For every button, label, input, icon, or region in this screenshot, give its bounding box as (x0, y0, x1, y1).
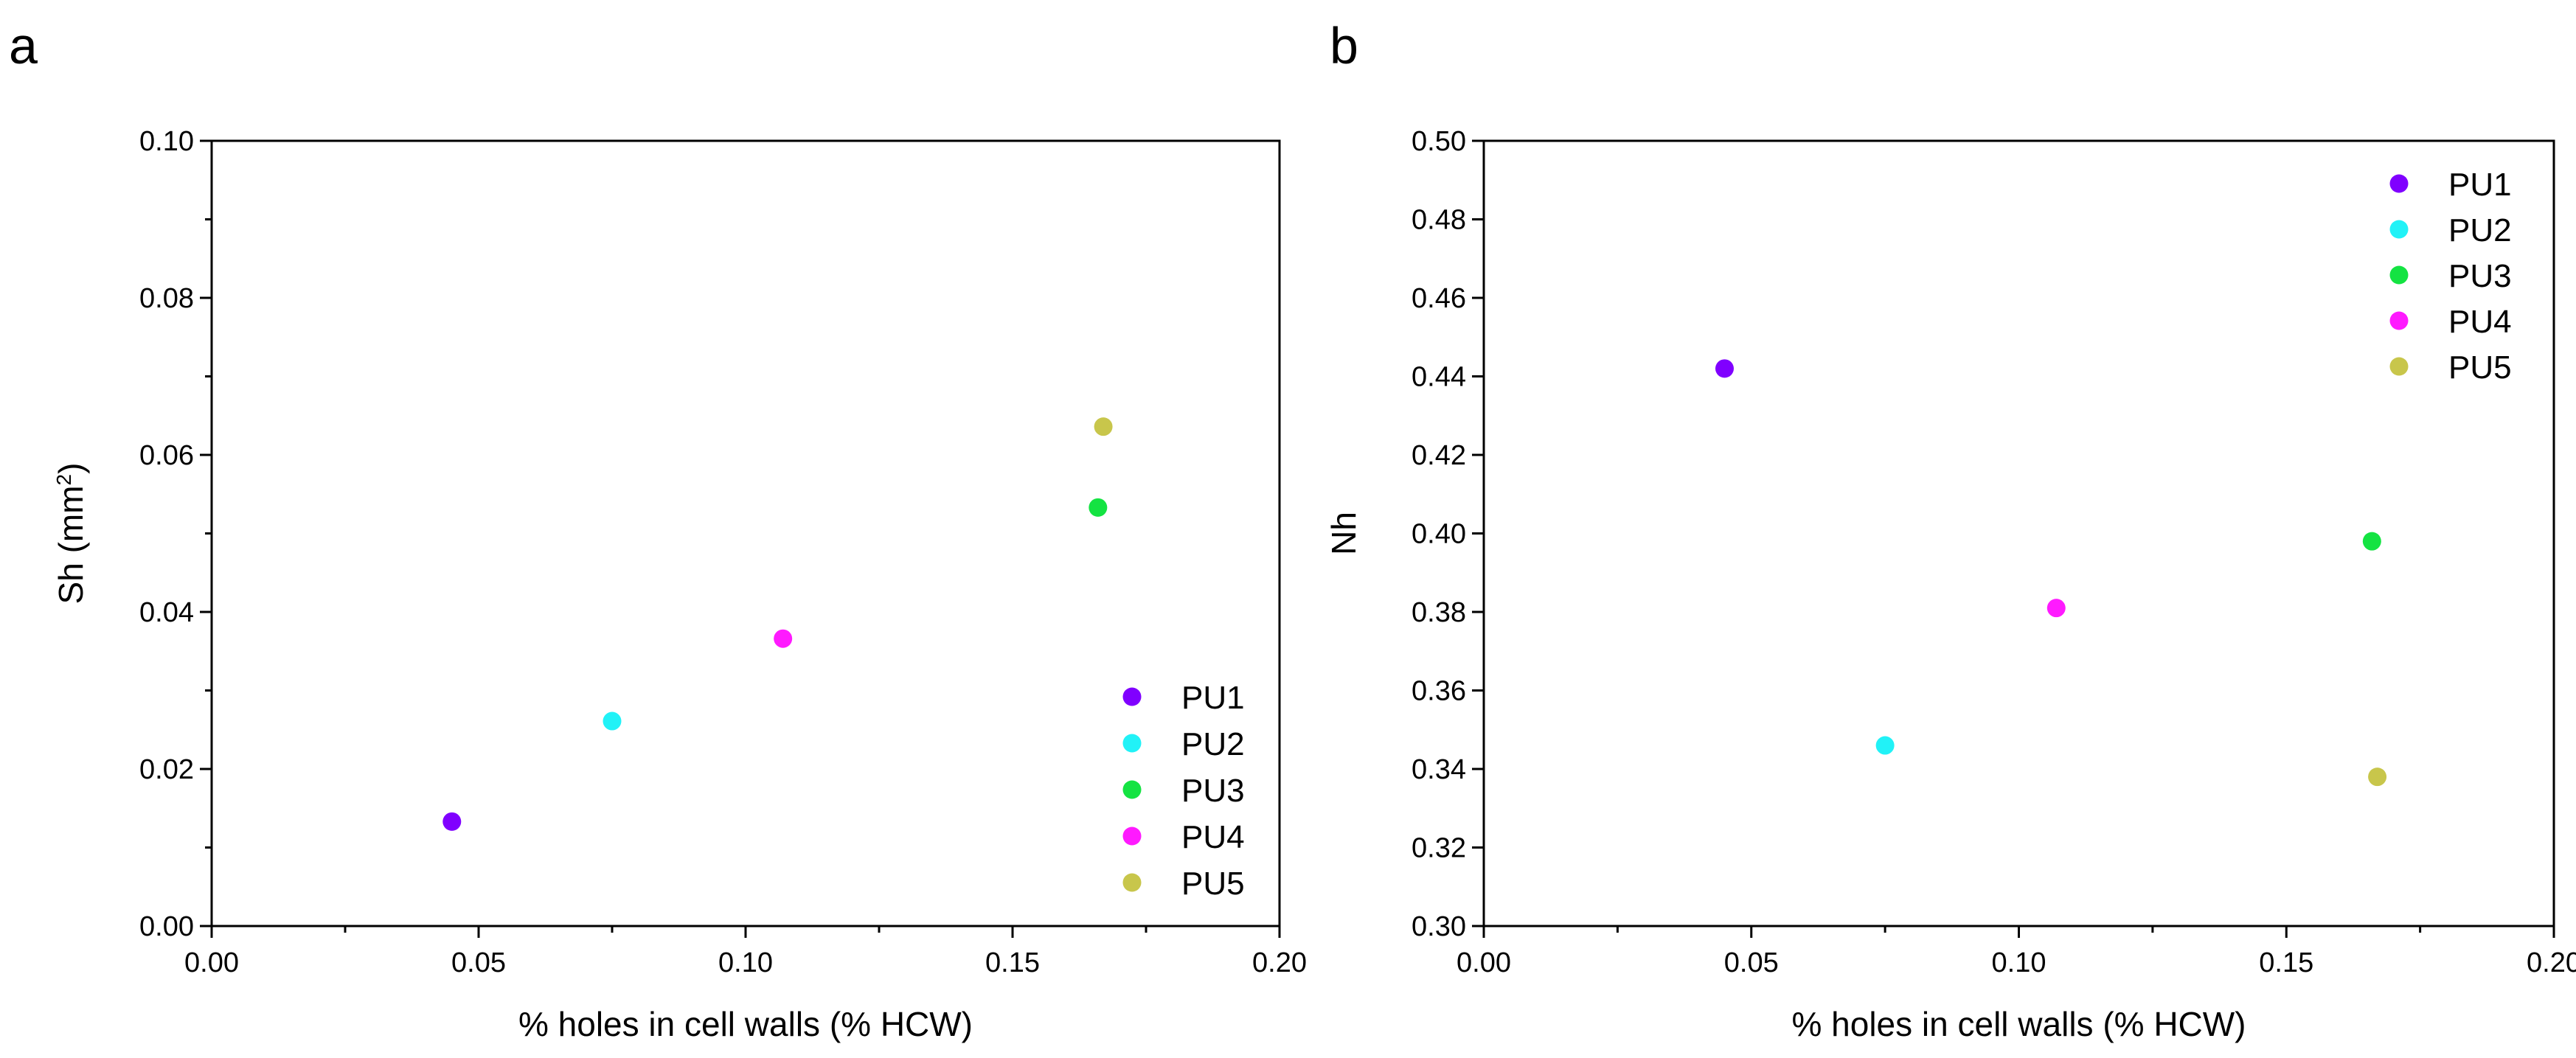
y-axis-label-text: Sh (mm (52, 485, 90, 604)
y-tick-label: 0.48 (1412, 205, 1466, 236)
y-tick-label: 0.08 (139, 283, 194, 314)
y-tick-label: 0.34 (1412, 754, 1466, 785)
legend-marker-pu4 (1122, 826, 1142, 846)
legend-label-pu1: PU1 (2448, 167, 2512, 203)
legend-label-pu2: PU2 (2448, 212, 2512, 248)
legend-marker-pu5 (2389, 357, 2409, 376)
legend-label-pu5: PU5 (2448, 349, 2512, 386)
chart-panel-a: a 0.00 0.05 0.10 0.15 0.20 0.00 0.02 0.04 0.06 0.0… (9, 17, 1307, 1043)
y-axis-label-suffix: ) (52, 463, 90, 474)
plot-frame (1482, 139, 2555, 928)
x-tick-label: 0.00 (1457, 947, 1511, 978)
legend-marker-pu3 (1122, 780, 1142, 799)
legend-marker-pu3 (2389, 265, 2409, 285)
legend-label-pu2: PU2 (1181, 726, 1245, 762)
data-point-pu1 (442, 812, 462, 831)
legend-marker-pu1 (2389, 174, 2409, 193)
x-tick-label: 0.20 (1252, 947, 1307, 978)
y-tick-label: 0.32 (1412, 833, 1466, 864)
y-tick-label: 0.02 (139, 754, 194, 785)
y-tick-label: 0.30 (1412, 911, 1466, 942)
panel-label: a (9, 17, 38, 74)
x-tick-label: 0.05 (1724, 947, 1779, 978)
x-axis-label: % holes in cell walls (% HCW) (518, 1005, 973, 1043)
legend-label-pu3: PU3 (2448, 258, 2512, 294)
data-point-pu4 (2046, 599, 2066, 618)
panel-label: b (1330, 17, 1358, 74)
x-tick-label: 0.05 (451, 947, 506, 978)
y-axis-label-superscript: 2 (52, 474, 75, 486)
y-tick-label: 0.38 (1412, 597, 1466, 628)
y-tick-label: 0.42 (1412, 440, 1466, 471)
legend-marker-pu2 (1122, 734, 1142, 753)
data-point-pu2 (1875, 736, 1895, 755)
x-tick-label: 0.00 (184, 947, 239, 978)
y-tick-label: 0.44 (1412, 362, 1466, 393)
data-point-pu5 (1094, 417, 1113, 436)
data-point-pu3 (2362, 532, 2381, 551)
y-axis-label-text: Nh (1325, 512, 1363, 555)
plot-frame (210, 139, 1281, 928)
legend-label-pu4: PU4 (1181, 819, 1245, 855)
y-tick-label: 0.36 (1412, 676, 1466, 707)
data-point-pu5 (2368, 768, 2387, 787)
data-point-pu2 (603, 711, 622, 731)
y-axis-label: Nh (1325, 512, 1363, 555)
x-tick-label: 0.20 (2527, 947, 2576, 978)
legend-marker-pu1 (1122, 687, 1142, 706)
chart-panel-b: b 0.00 0.05 0.10 0.15 0.20 0.30 0.32 0.34 0.36 0.3… (1325, 17, 2576, 1043)
legend-label-pu4: PU4 (2448, 304, 2512, 340)
x-tick-label: 0.10 (1992, 947, 2046, 978)
legend-label-pu1: PU1 (1181, 680, 1245, 716)
y-axis-label: Sh (mm2) (52, 463, 90, 605)
legend-marker-pu2 (2389, 220, 2409, 239)
legend-marker-pu4 (2389, 311, 2409, 330)
y-tick-label: 0.06 (139, 440, 194, 471)
y-tick-label: 0.50 (1412, 126, 1466, 157)
x-tick-label: 0.15 (985, 947, 1040, 978)
y-tick-label: 0.40 (1412, 519, 1466, 550)
x-tick-label: 0.10 (718, 947, 773, 978)
data-point-pu3 (1089, 498, 1108, 517)
data-point-pu1 (1715, 359, 1734, 378)
y-tick-label: 0.10 (139, 126, 194, 157)
x-axis-label: % holes in cell walls (% HCW) (1791, 1005, 2246, 1043)
legend-label-pu5: PU5 (1181, 866, 1245, 902)
data-point-pu4 (774, 629, 793, 648)
y-tick-label: 0.04 (139, 597, 194, 628)
legend-marker-pu5 (1122, 873, 1142, 892)
x-tick-label: 0.15 (2259, 947, 2313, 978)
legend-label-pu3: PU3 (1181, 773, 1245, 809)
y-tick-label: 0.00 (139, 911, 194, 942)
y-tick-label: 0.46 (1412, 283, 1466, 314)
